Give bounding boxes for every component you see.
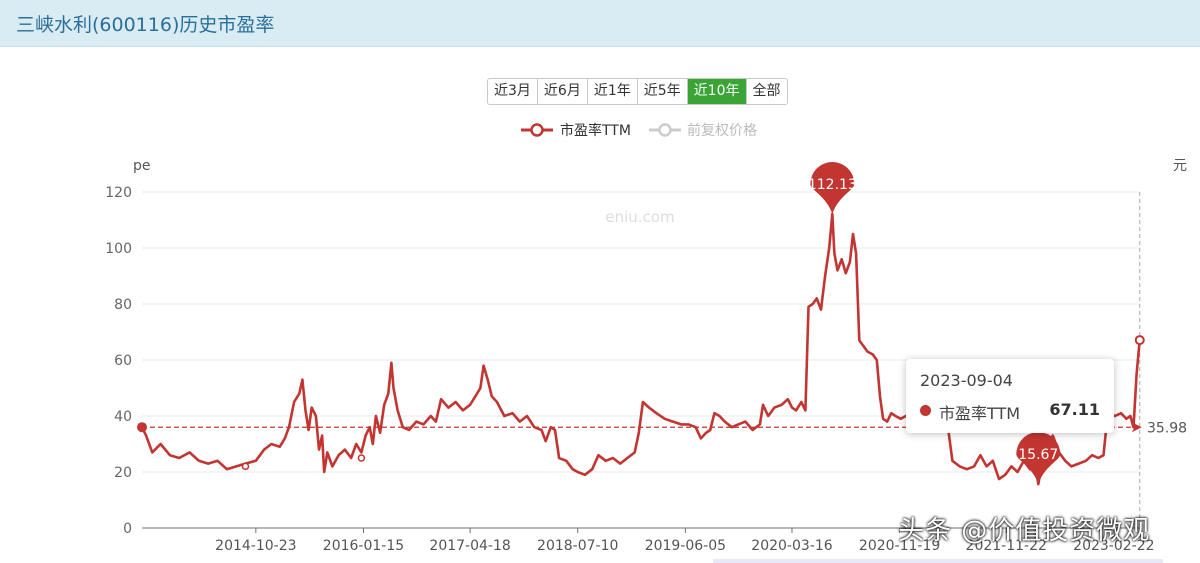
max-pin-label: 112.13 (808, 177, 857, 193)
y-tick-label: 40 (114, 409, 132, 425)
x-tick-label: 2020-11-19 (859, 538, 940, 554)
tooltip-date: 2023-09-04 (920, 371, 1013, 390)
chart-tooltip: 2023-09-04 市盈率TTM 67.11 (906, 359, 1114, 433)
zoom-slider-track (713, 559, 1163, 563)
y-tick-label: 80 (114, 297, 132, 313)
reference-line-label: 35.98 (1147, 420, 1187, 436)
tooltip-series-dot (920, 405, 931, 416)
x-tick-label: 2021-11-22 (966, 538, 1047, 554)
range-selector: 近3月 近6月 近1年 近5年 近10年 全部 (487, 78, 788, 105)
x-tick-label: 2018-07-10 (537, 538, 618, 554)
legend-label-price: 前复权价格 (687, 122, 757, 139)
min-pin-shape (1016, 432, 1061, 485)
range-1y-button[interactable]: 近1年 (587, 79, 638, 104)
title-bar: 三峡水利(600116)历史市盈率 (0, 0, 1200, 47)
legend-label-pe: 市盈率TTM (560, 122, 631, 139)
x-tick-label: 2017-04-18 (429, 538, 510, 554)
x-tick-label: 2023-02-22 (1073, 538, 1154, 554)
y-axis-name-left: pe (133, 158, 151, 174)
range-6m-button[interactable]: 近6月 (537, 79, 588, 104)
legend-marker-pe (530, 123, 544, 137)
range-10y-button[interactable]: 近10年 (687, 79, 747, 104)
min-pin-label: 15.67 (1018, 447, 1058, 463)
y-tick-label: 120 (105, 185, 132, 201)
range-5y-button[interactable]: 近5年 (637, 79, 688, 104)
y-axis-name-right: 元 (1173, 158, 1187, 174)
max-pin-shape (810, 162, 855, 215)
y-tick-label: 0 (123, 521, 132, 537)
x-tick-label: 2020-03-16 (751, 538, 832, 554)
tooltip-value: 67.11 (1049, 400, 1100, 419)
line-point-marker (241, 462, 250, 471)
page-title: 三峡水利(600116)历史市盈率 (16, 14, 275, 36)
tooltip-series-name: 市盈率TTM (939, 404, 1021, 423)
y-tick-label: 20 (114, 465, 132, 481)
pe-series-line (140, 212, 1141, 486)
x-tick-label: 2014-10-23 (215, 538, 296, 554)
y-tick-label: 60 (114, 353, 132, 369)
plot-watermark: eniu.com (605, 208, 674, 226)
range-all-button[interactable]: 全部 (746, 79, 787, 104)
last-point-marker (1134, 335, 1145, 346)
line-point-marker (357, 454, 366, 462)
source-watermark: 头条 @价值投资微观 (898, 516, 1151, 546)
x-tick-label: 2016-01-15 (323, 538, 404, 554)
x-tick-label: 2019-06-05 (645, 538, 726, 554)
range-3m-button[interactable]: 近3月 (488, 79, 538, 104)
legend-marker-price (658, 123, 672, 137)
y-tick-label: 100 (105, 241, 132, 257)
